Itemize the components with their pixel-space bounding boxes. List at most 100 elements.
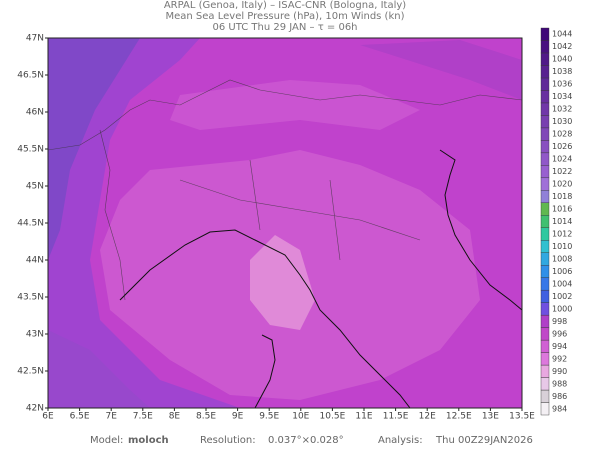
colorbar-label: 1008 — [552, 254, 572, 263]
colorbar-swatch — [540, 352, 550, 366]
map-area — [47, 38, 523, 409]
colorbar-label: 1010 — [552, 242, 572, 251]
colorbar-label: 1004 — [552, 279, 572, 288]
colorbar-swatch — [540, 102, 550, 116]
colorbar-swatch — [540, 190, 550, 203]
colorbar-swatch — [540, 240, 550, 253]
colorbar-swatch — [540, 314, 550, 328]
colorbar-swatch — [540, 77, 550, 91]
colorbar-label: 1020 — [552, 180, 572, 189]
coastline — [119, 229, 411, 409]
coastline — [439, 149, 523, 311]
colorbar-swatch — [540, 177, 550, 191]
pressure-field — [360, 40, 522, 100]
lon-tick-label: 9.5E — [259, 412, 279, 422]
lon-tick-label: 6E — [42, 412, 54, 422]
footer-value: 0.037°×0.028° — [268, 435, 344, 446]
colorbar-swatch — [540, 377, 550, 391]
colorbar-swatch — [540, 339, 550, 353]
lon-tick-label: 7E — [105, 412, 117, 422]
colorbar-swatch — [540, 140, 550, 154]
coastline — [254, 334, 276, 409]
header-line: 06 UTC Thu 29 JAN – τ = 06h — [212, 22, 357, 33]
colorbar-label: 1040 — [552, 55, 572, 64]
colorbar-label: 1028 — [552, 130, 572, 139]
colorbar-swatch — [540, 389, 550, 403]
colorbar-label: 1000 — [552, 304, 572, 313]
border — [179, 159, 421, 261]
colorbar-swatch — [540, 289, 550, 303]
lat-tick-label: 47N — [26, 34, 44, 44]
colorbar-label: 988 — [552, 379, 567, 388]
colorbar-swatch — [540, 302, 550, 316]
footer-value: Thu 00Z29JAN2026 — [435, 435, 533, 446]
colorbar-swatch — [540, 40, 550, 54]
colorbar-label: 1032 — [552, 105, 572, 114]
border — [99, 129, 126, 301]
colorbar-swatch — [540, 364, 550, 378]
lon-tick-label: 11E — [355, 412, 372, 422]
lat-tick-label: 43.5N — [17, 293, 44, 303]
colorbar-swatch — [540, 252, 550, 266]
pressure-field — [48, 38, 240, 408]
colorbar-label: 1034 — [552, 92, 572, 101]
lon-tick-label: 11.5E — [383, 412, 409, 422]
pressure-field — [250, 235, 315, 330]
footer-label: Analysis: — [378, 435, 423, 446]
colorbar-label: 994 — [552, 342, 567, 351]
colorbar-label: 1036 — [552, 80, 572, 89]
lat-tick-label: 44.5N — [17, 219, 44, 229]
lon-tick-label: 9E — [232, 412, 244, 422]
footer-label: Model: — [90, 435, 123, 446]
pressure-field — [170, 80, 420, 130]
pressure-field — [48, 330, 150, 408]
lon-tick-label: 12.5E — [446, 412, 472, 422]
colorbar-swatch — [540, 227, 550, 241]
pressure-field — [48, 38, 140, 260]
colorbar-swatch — [540, 327, 550, 341]
colorbar-swatch — [540, 202, 550, 216]
lat-tick-label: 42N — [26, 404, 44, 414]
lon-tick-label: 10E — [292, 412, 309, 422]
lon-tick-label: 13.5E — [509, 412, 535, 422]
colorbar-label: 1038 — [552, 67, 572, 76]
lon-tick-label: 12E — [419, 412, 436, 422]
colorbar-label: 1014 — [552, 217, 572, 226]
lon-tick-label: 7.5E — [133, 412, 153, 422]
lon-tick-label: 13E — [482, 412, 499, 422]
header-line: ARPAL (Genoa, Italy) – ISAC-CNR (Bologna… — [164, 0, 406, 11]
colorbar-label: 990 — [552, 367, 567, 376]
colorbar-label: 1006 — [552, 267, 572, 276]
colorbar-swatch — [540, 152, 550, 166]
colorbar-label: 1018 — [552, 192, 572, 201]
colorbar-label: 1024 — [552, 155, 572, 164]
colorbar-label: 984 — [552, 404, 567, 413]
colorbar-label: 1044 — [552, 30, 572, 39]
lat-tick-label: 45N — [26, 182, 44, 192]
lat-tick-label: 43N — [26, 330, 44, 340]
footer-label: Resolution: — [200, 435, 256, 446]
lat-tick-label: 42.5N — [17, 367, 44, 377]
lon-tick-label: 8E — [169, 412, 181, 422]
lon-tick-label: 10.5E — [320, 412, 346, 422]
colorbar-label: 1042 — [552, 42, 572, 51]
lat-tick-label: 46.5N — [17, 71, 44, 81]
lon-tick-label: 8.5E — [196, 412, 216, 422]
colorbar-swatch — [540, 90, 550, 104]
colorbar-label: 1002 — [552, 292, 572, 301]
colorbar-swatch — [540, 27, 550, 41]
colorbar-swatch — [540, 264, 550, 278]
header-line: Mean Sea Level Pressure (hPa), 10m Winds… — [166, 11, 405, 22]
colorbar-label: 992 — [552, 354, 567, 363]
colorbar-swatch — [540, 402, 550, 416]
border — [47, 79, 523, 151]
colorbar-label: 996 — [552, 329, 567, 338]
footer-value: moloch — [128, 435, 169, 446]
colorbar-swatch — [540, 165, 550, 179]
colorbar-swatch — [540, 215, 550, 228]
lat-tick-label: 44N — [26, 256, 44, 266]
colorbar-label: 986 — [552, 392, 567, 401]
colorbar-label: 1022 — [552, 167, 572, 176]
colorbar-label: 1030 — [552, 117, 572, 126]
